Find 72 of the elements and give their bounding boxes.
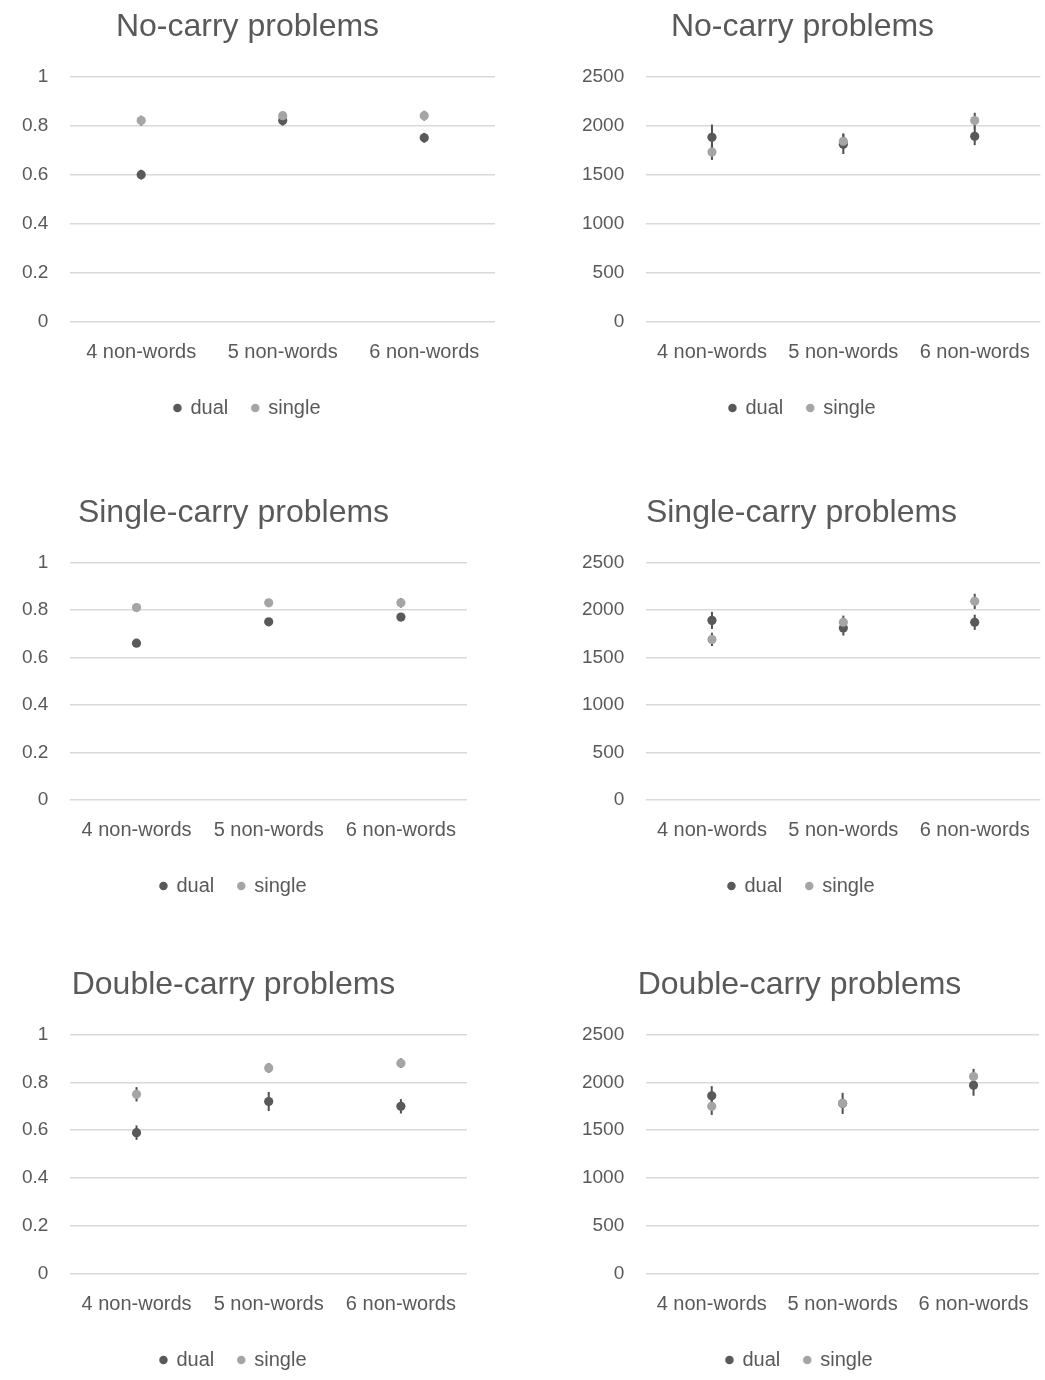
y-tick-label: 500 — [592, 261, 625, 283]
x-tick-label: 4 non-words — [81, 1291, 192, 1314]
y-tick-label: 0 — [37, 310, 49, 332]
y-tick-label: 0 — [613, 1262, 625, 1284]
x-tick-label: 5 non-words — [213, 1291, 324, 1314]
y-tick-label: 1 — [37, 550, 49, 572]
y-tick-label: 2500 — [581, 550, 625, 572]
y-tick-label: 2500 — [581, 1022, 625, 1044]
chart-title: Double-carry problems — [637, 965, 962, 1002]
y-tick-label: 0 — [37, 1262, 49, 1284]
legend-label: single — [254, 1347, 307, 1370]
x-tick-label: 4 non-words — [81, 817, 192, 840]
y-tick-label: 0.8 — [21, 598, 49, 620]
legend-label: single — [823, 395, 876, 418]
legend-label: dual — [190, 395, 229, 418]
legend-label: dual — [176, 873, 215, 896]
x-tick-label: 6 non-words — [919, 817, 1030, 840]
y-tick-label: 0.2 — [21, 740, 49, 762]
y-tick-label: 500 — [592, 1214, 625, 1236]
y-tick-label: 0.4 — [21, 693, 49, 715]
y-tick-label: 1 — [37, 1022, 49, 1044]
x-tick-label: 5 non-words — [788, 339, 899, 362]
legend-label: dual — [176, 1347, 215, 1370]
x-tick-label: 6 non-words — [345, 1291, 456, 1314]
y-tick-label: 1000 — [581, 1166, 625, 1188]
legend-label: single — [254, 873, 307, 896]
y-tick-label: 2500 — [581, 64, 625, 86]
y-tick-label: 0 — [613, 310, 625, 332]
chart-title: Double-carry problems — [71, 965, 396, 1002]
y-tick-label: 0.6 — [21, 645, 49, 667]
x-tick-label: 6 non-words — [918, 1291, 1029, 1314]
chart-title: No-carry problems — [115, 7, 380, 44]
y-tick-label: 0 — [37, 788, 49, 810]
legend-label: dual — [745, 395, 784, 418]
y-tick-label: 2000 — [581, 1070, 625, 1092]
x-tick-label: 4 non-words — [656, 339, 767, 362]
legend-label: single — [820, 1347, 873, 1370]
legend-label: dual — [742, 1347, 781, 1370]
y-tick-label: 0.6 — [21, 162, 49, 184]
legend-label: single — [822, 873, 875, 896]
x-tick-label: 4 non-words — [86, 339, 197, 362]
chart-title: No-carry problems — [670, 7, 935, 44]
x-tick-label: 5 non-words — [227, 339, 338, 362]
y-tick-label: 0.8 — [21, 113, 49, 135]
x-tick-label: 6 non-words — [369, 339, 480, 362]
x-tick-label: 5 non-words — [788, 817, 899, 840]
x-tick-label: 6 non-words — [919, 339, 1030, 362]
x-tick-label: 4 non-words — [656, 817, 767, 840]
x-tick-label: 6 non-words — [345, 817, 456, 840]
y-tick-label: 0.4 — [21, 1166, 49, 1188]
y-tick-label: 0.6 — [21, 1118, 49, 1140]
y-tick-label: 1500 — [581, 645, 625, 667]
legend-label: dual — [744, 873, 783, 896]
x-tick-label: 5 non-words — [213, 817, 324, 840]
y-tick-label: 2000 — [581, 113, 625, 135]
y-tick-label: 1000 — [581, 211, 625, 233]
y-tick-label: 500 — [592, 740, 625, 762]
x-tick-label: 4 non-words — [656, 1291, 767, 1314]
y-tick-label: 0.2 — [21, 1214, 49, 1236]
y-tick-label: 0.8 — [21, 1070, 49, 1092]
y-tick-label: 1 — [37, 64, 49, 86]
y-tick-label: 1500 — [581, 1118, 625, 1140]
y-tick-label: 1000 — [581, 693, 625, 715]
y-tick-label: 2000 — [581, 598, 625, 620]
chart-title: Single-carry problems — [645, 493, 958, 530]
y-tick-label: 1500 — [581, 162, 625, 184]
y-tick-label: 0.2 — [21, 261, 49, 283]
chart-title: Single-carry problems — [77, 493, 390, 530]
y-tick-label: 0.4 — [21, 211, 49, 233]
legend-label: single — [268, 395, 321, 418]
x-tick-label: 5 non-words — [787, 1291, 898, 1314]
y-tick-label: 0 — [613, 788, 625, 810]
